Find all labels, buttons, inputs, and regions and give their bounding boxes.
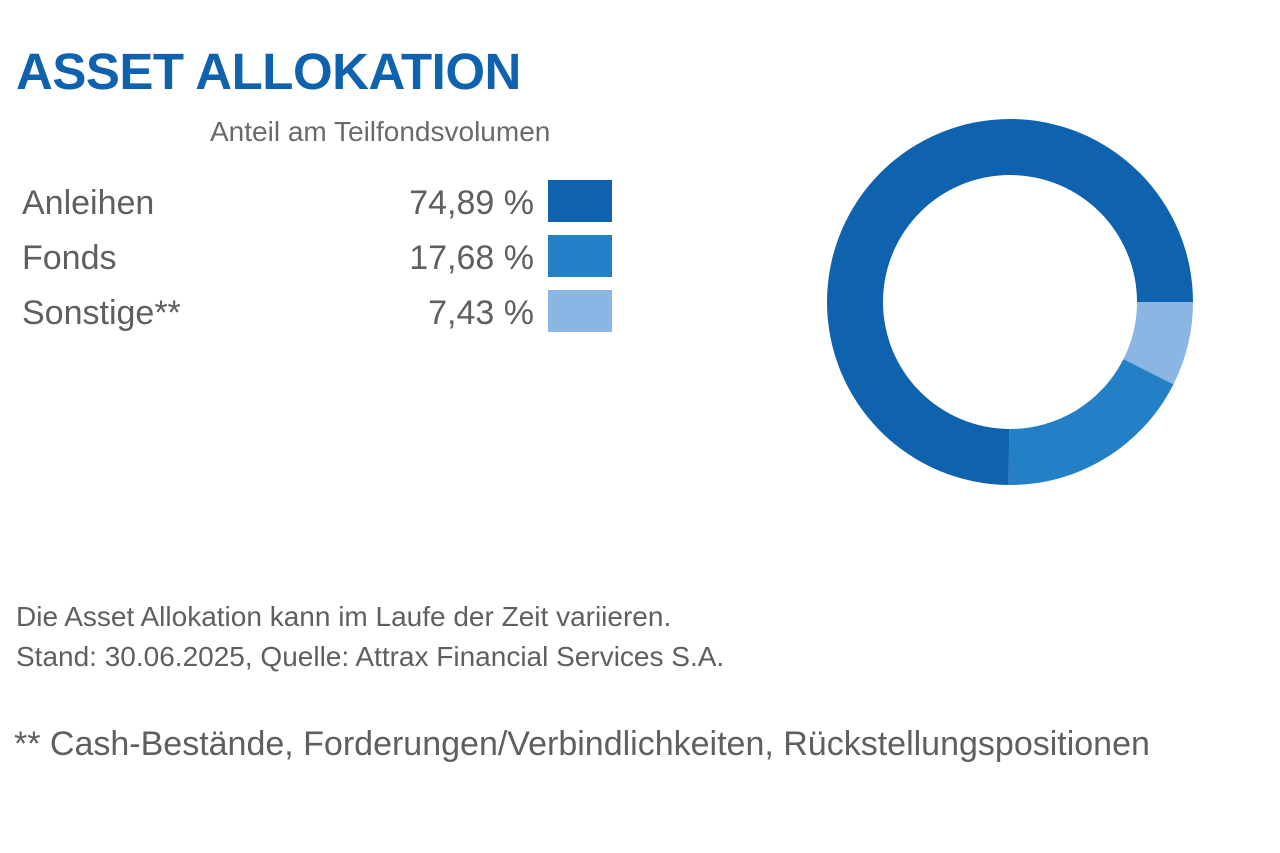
donut-slice-fonds — [1008, 359, 1174, 486]
chart-subtitle: Anteil am Teilfondsvolumen — [210, 116, 551, 147]
footnote: ** Cash-Bestände, Forderungen/Verbindlic… — [14, 725, 1150, 763]
note-line-source: Stand: 30.06.2025, Quelle: Attrax Financ… — [16, 641, 725, 672]
legend-label: Anleihen — [22, 184, 155, 222]
legend-swatch — [548, 235, 612, 277]
page-title: ASSET ALLOKATION — [16, 43, 521, 100]
allocation-note: Die Asset Allokation kann im Laufe der Z… — [16, 597, 724, 677]
donut-chart — [827, 119, 1193, 486]
legend-item-fonds: Fonds 17,68 % — [22, 233, 622, 288]
legend-value: 7,43 % — [428, 294, 534, 332]
legend-label: Sonstige** — [22, 294, 181, 332]
donut-slice-anleihen — [827, 119, 1193, 485]
legend-item-anleihen: Anleihen 74,89 % — [22, 178, 622, 233]
legend-value: 17,68 % — [409, 239, 534, 277]
note-line-variation: Die Asset Allokation kann im Laufe der Z… — [16, 601, 672, 632]
legend-swatch — [548, 290, 612, 332]
legend-value: 74,89 % — [409, 184, 534, 222]
legend: Anleihen 74,89 % Fonds 17,68 % Sonstige*… — [22, 178, 622, 343]
legend-swatch — [548, 180, 612, 222]
legend-item-sonstige: Sonstige** 7,43 % — [22, 288, 622, 343]
legend-label: Fonds — [22, 239, 117, 277]
donut-slice-sonstige — [1123, 302, 1193, 385]
